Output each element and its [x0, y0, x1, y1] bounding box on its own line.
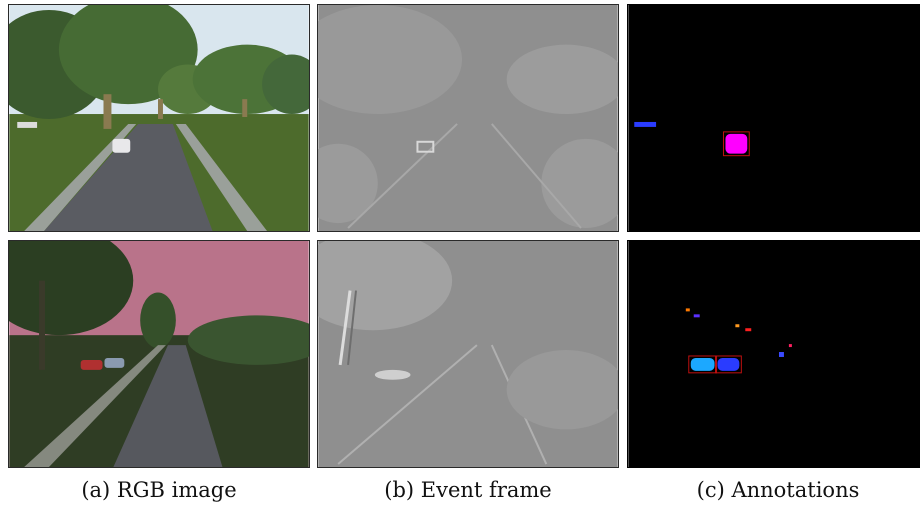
- rgb-image-day-svg: [9, 5, 309, 231]
- event-frame-day-svg: [318, 5, 618, 231]
- event-frame-day: [317, 4, 619, 232]
- annotations-dusk-svg: [628, 241, 920, 467]
- rgb-image-dusk: [8, 240, 310, 468]
- caption-event-frame: (b) Event frame: [384, 478, 552, 502]
- caption-annotations: (c) Annotations: [696, 478, 860, 502]
- caption-rgb-image: (a) RGB image: [81, 478, 237, 502]
- event-frame-dusk: [317, 240, 619, 468]
- annotations-day: [627, 4, 920, 232]
- rgb-image-day: [8, 4, 310, 232]
- event-frame-dusk-svg: [318, 241, 618, 467]
- rgb-image-dusk-svg: [9, 241, 309, 467]
- annotations-dusk: [627, 240, 920, 468]
- annotations-day-svg: [628, 5, 920, 231]
